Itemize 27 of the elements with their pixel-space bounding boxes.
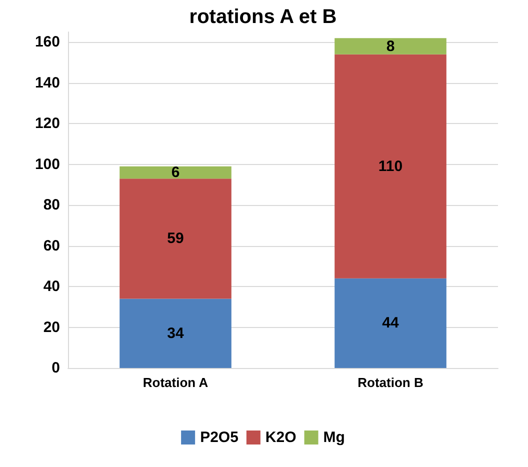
x-tick-label: Rotation B (358, 375, 424, 390)
legend-label: Mg (323, 429, 345, 446)
y-tick-label: 20 (43, 318, 60, 336)
y-tick-label: 0 (52, 360, 60, 376)
bar (120, 298, 232, 368)
y-tick-label: 140 (34, 74, 60, 92)
y-tick-label: 120 (34, 115, 60, 132)
legend-label: K2O (265, 429, 297, 446)
bar (120, 178, 232, 299)
legend-label: P2O5 (200, 429, 238, 446)
data-label: 6 (171, 164, 180, 182)
y-tick-label: 40 (43, 278, 60, 296)
data-label: 8 (386, 38, 395, 55)
data-label: 59 (167, 230, 184, 248)
y-tick-label: 80 (43, 196, 60, 214)
data-label: 34 (167, 324, 184, 342)
x-tick-label: Rotation A (142, 375, 209, 390)
chart-title: rotations A et B (189, 6, 337, 28)
y-tick-label: 60 (43, 237, 60, 254)
bar (334, 38, 446, 54)
y-tick-label: 160 (34, 34, 60, 51)
data-label: 110 (378, 158, 403, 175)
data-label: 44 (382, 314, 400, 332)
bar (120, 166, 232, 179)
y-tick-label: 100 (34, 156, 60, 173)
bar (334, 278, 446, 368)
bar (334, 54, 446, 278)
